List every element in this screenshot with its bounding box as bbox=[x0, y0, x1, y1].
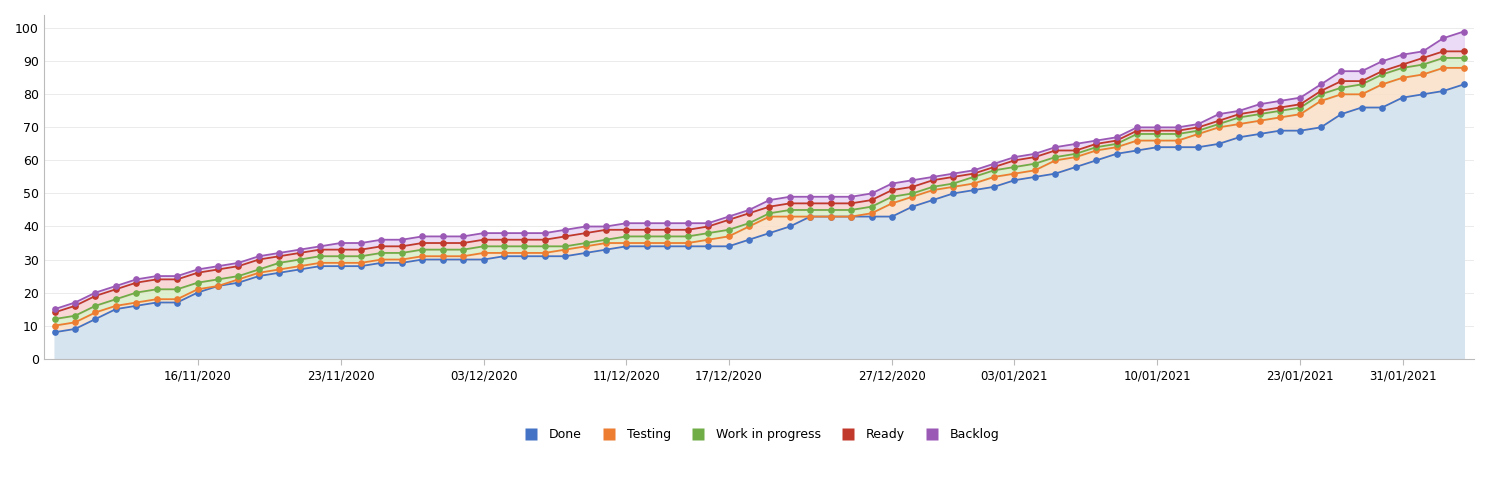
Legend: Done, Testing, Work in progress, Ready, Backlog: Done, Testing, Work in progress, Ready, … bbox=[514, 423, 1005, 446]
